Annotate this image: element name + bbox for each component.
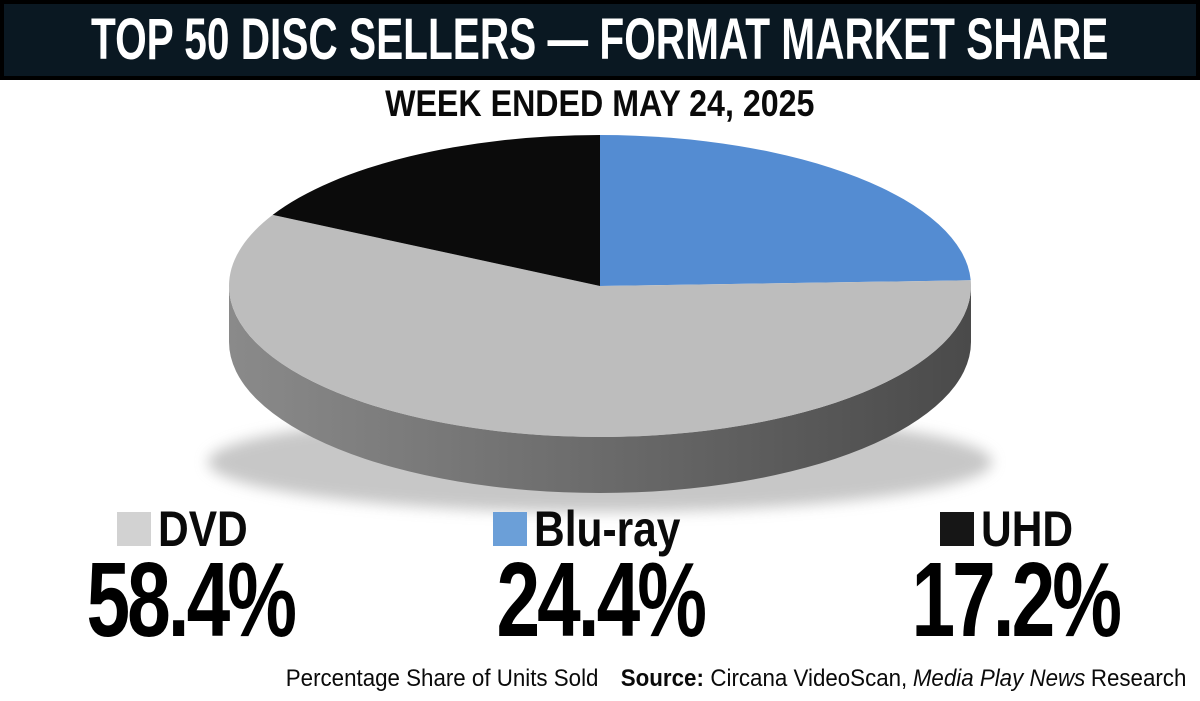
legend-label-bluray: Blu-ray xyxy=(534,501,681,557)
legend-value-bluray: 24.4% xyxy=(496,541,707,659)
source-suffix: Research xyxy=(1090,665,1186,692)
legend-item-uhd: UHD 17.2% xyxy=(865,503,1165,659)
dvd-swatch-icon xyxy=(116,512,151,546)
legend-head-uhd: UHD xyxy=(940,503,1089,555)
uhd-swatch-icon xyxy=(940,512,975,546)
legend-item-bluray: Blu-ray 24.4% xyxy=(450,503,750,659)
legend-value-dvd: 58.4% xyxy=(86,541,297,659)
legend-label-dvd: DVD xyxy=(157,501,248,557)
pie-slice-uhd xyxy=(272,135,600,286)
source-text: Circana VideoScan, xyxy=(710,665,907,692)
pie-side xyxy=(229,286,971,493)
legend-head-dvd: DVD xyxy=(116,501,264,557)
source-label: Source: xyxy=(620,665,704,692)
footer-note: Percentage Share of Units Sold xyxy=(285,665,599,692)
pie-slice-dvd xyxy=(229,214,972,437)
legend-label-uhd: UHD xyxy=(981,501,1074,557)
pie-slice-blu-ray xyxy=(600,135,971,286)
source-publication: Media Play News xyxy=(912,665,1085,692)
legend-item-dvd: DVD 58.4% xyxy=(40,501,340,659)
header-bar: TOP 50 DISC SELLERS — FORMAT MARKET SHAR… xyxy=(0,0,1200,80)
footer-caption: Percentage Share of Units Sold Source: C… xyxy=(285,665,1186,693)
chart-subtitle: WEEK ENDED MAY 24, 2025 xyxy=(385,83,815,124)
legend-value-uhd: 17.2% xyxy=(911,541,1122,659)
chart-title: TOP 50 DISC SELLERS — FORMAT MARKET SHAR… xyxy=(91,7,1109,72)
chart-subtitle-row: WEEK ENDED MAY 24, 2025 xyxy=(0,83,1200,125)
legend-head-bluray: Blu-ray xyxy=(493,503,706,555)
pie-shadow xyxy=(208,412,992,512)
bluray-swatch-icon xyxy=(493,512,528,546)
